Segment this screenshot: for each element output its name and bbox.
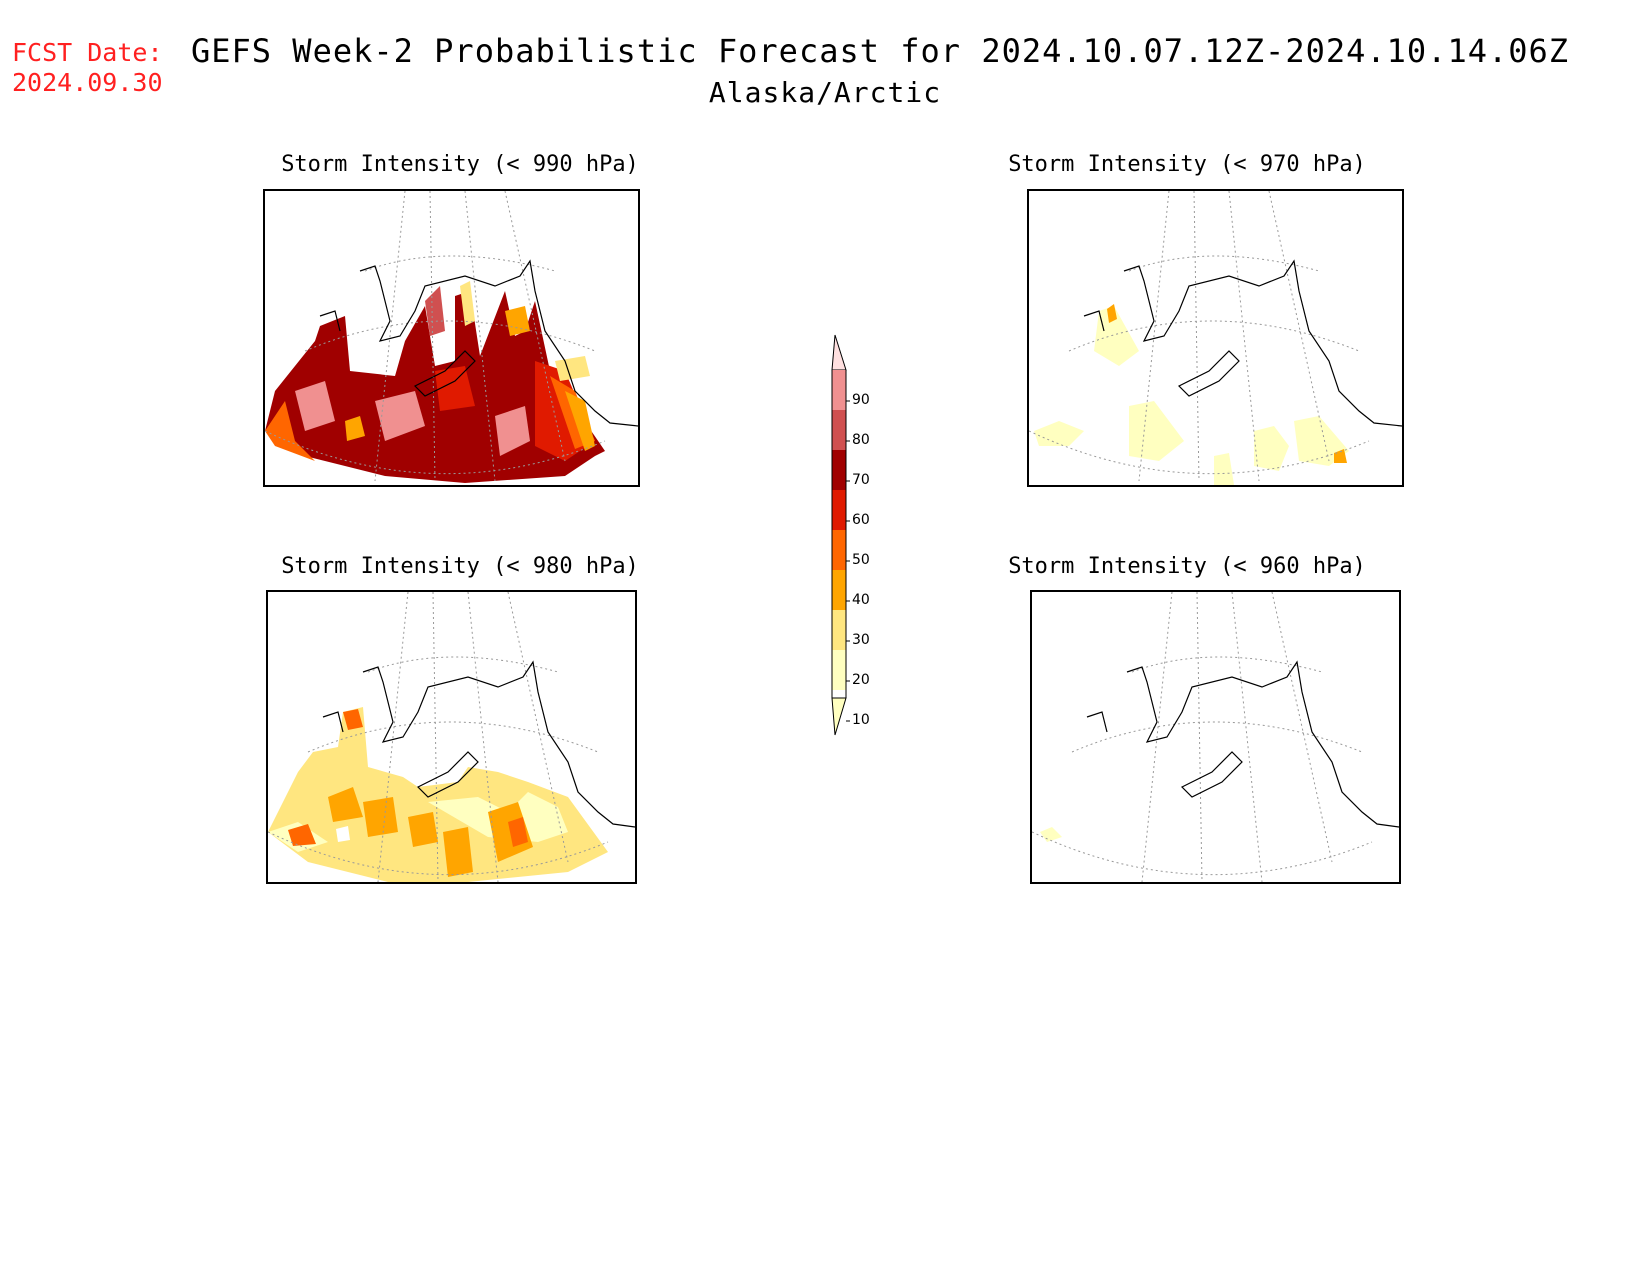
map-990-svg — [265, 191, 638, 483]
colorbar-swatch — [832, 410, 846, 450]
main-title: GEFS Week-2 Probabilistic Forecast for 2… — [190, 32, 1570, 70]
colorbar-label: 90 — [852, 392, 870, 408]
panel-title-960: Storm Intensity (< 960 hPa) — [1008, 554, 1366, 579]
colorbar-label: 80 — [852, 432, 870, 448]
colorbar-label: 10 — [852, 712, 870, 728]
colorbar-label: 60 — [852, 512, 870, 528]
colorbar-label: 40 — [852, 592, 870, 608]
fcst-date: 2024.09.30 — [12, 68, 163, 97]
map-960-svg — [1032, 592, 1399, 882]
panel-title-990: Storm Intensity (< 990 hPa) — [281, 152, 639, 177]
colorbar-svg — [831, 334, 850, 736]
colorbar-label: 20 — [852, 672, 870, 688]
map-panel-990 — [263, 189, 640, 487]
map-panel-970 — [1027, 189, 1404, 487]
panel-title-970: Storm Intensity (< 970 hPa) — [1008, 152, 1366, 177]
colorbar-swatch — [832, 530, 846, 570]
colorbar-swatch — [832, 650, 846, 690]
map-panel-960 — [1030, 590, 1401, 884]
fcst-date-block: FCST Date: 2024.09.30 — [12, 38, 163, 98]
colorbar-swatch — [832, 490, 846, 530]
colorbar-label: 30 — [852, 632, 870, 648]
colorbar-swatch — [832, 370, 846, 410]
colorbar-swatch — [832, 450, 846, 490]
map-970-svg — [1029, 191, 1402, 485]
colorbar-label: 50 — [852, 552, 870, 568]
panel-title-980: Storm Intensity (< 980 hPa) — [281, 554, 639, 579]
fcst-label: FCST Date: — [12, 38, 163, 67]
map-panel-980 — [266, 590, 637, 884]
colorbar-label: 70 — [852, 472, 870, 488]
colorbar-swatch — [832, 570, 846, 610]
map-980-svg — [268, 592, 635, 882]
region-subtitle: Alaska/Arctic — [708, 76, 942, 109]
colorbar-swatch — [832, 610, 846, 650]
